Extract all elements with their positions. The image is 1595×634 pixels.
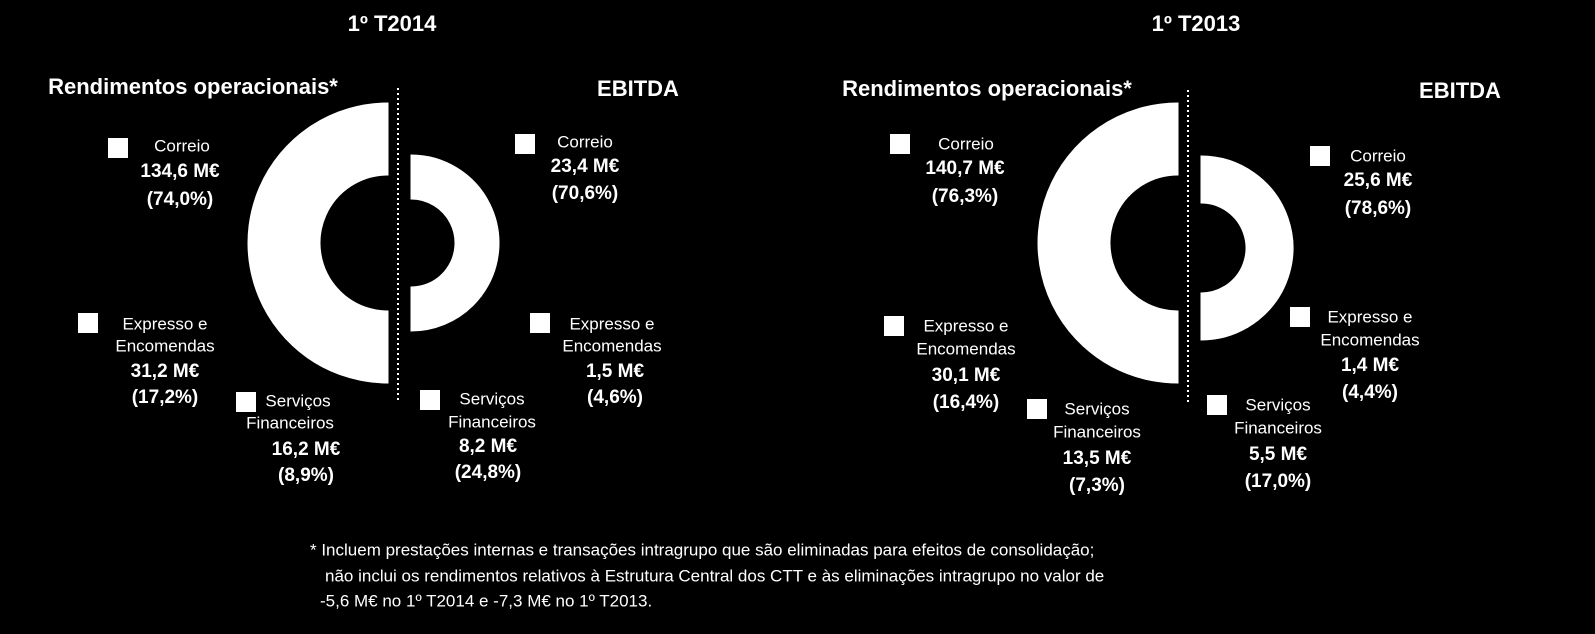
value-label: (17,0%) [1245,471,1312,492]
category-label: Expresso e [923,316,1008,335]
amount-label: 31,2 M€ [131,361,200,382]
category-label: Encomendas [1320,330,1419,349]
amount-label: 134,6 M€ [140,161,220,182]
donut-segment [247,102,389,340]
category-label: Financeiros [246,413,334,432]
value-label: (4,4%) [1342,382,1398,403]
legend-swatch [515,134,535,154]
amount-label: 30,1 M€ [932,365,1001,386]
period-title: 1º T2013 [1152,11,1241,36]
amount-label: 13,5 M€ [1063,448,1132,469]
category-label: Serviços [265,391,330,410]
legend-swatch [1290,307,1310,327]
amount-label: 5,5 M€ [1249,444,1308,465]
amount-label: 23,4 M€ [551,156,620,177]
amount-label: 1,5 M€ [586,361,645,382]
footnote: -5,6 M€ no 1º T2014 e -7,3 M€ no 1º T201… [320,591,652,610]
donut-segment [348,307,389,384]
category-label: Expresso e [122,314,207,333]
chart-title: EBITDA [1419,78,1501,103]
legend-swatch [420,390,440,410]
category-label: Encomendas [916,339,1015,358]
category-label: Expresso e [1327,307,1412,326]
legend-swatch [530,313,550,333]
legend-swatch [890,134,910,154]
chart-title: EBITDA [597,76,679,101]
footnote: * Incluem prestações internas e transaçõ… [310,540,1094,559]
legend-swatch [1310,146,1330,166]
amount-label: 1,4 M€ [1341,355,1400,376]
donut-segment [1145,308,1179,384]
amount-label: 16,2 M€ [272,439,341,460]
category-label: Financeiros [1053,422,1141,441]
amount-label: 8,2 M€ [459,436,518,457]
legend-swatch [1027,399,1047,419]
amount-label: 140,7 M€ [925,158,1005,179]
category-label: Correio [154,136,210,155]
value-label: (8,9%) [278,465,334,486]
category-label: Serviços [1064,399,1129,418]
value-label: (70,6%) [552,183,619,204]
category-label: Financeiros [448,412,536,431]
value-label: (4,6%) [587,387,643,408]
category-label: Serviços [1245,395,1310,414]
period-title: 1º T2014 [348,11,438,36]
category-label: Serviços [459,389,524,408]
category-label: Encomendas [115,336,214,355]
value-label: (7,3%) [1069,475,1125,496]
value-label: (16,4%) [933,392,1000,413]
value-label: (78,6%) [1345,198,1412,219]
value-label: (17,2%) [132,387,199,408]
category-label: Correio [1350,146,1406,165]
category-label: Financeiros [1234,418,1322,437]
donut-segment [1200,286,1249,341]
category-label: Correio [557,132,613,151]
value-label: (74,0%) [147,189,214,210]
donut-segment [410,154,500,297]
donut-segment [1200,155,1294,321]
donut-segment [410,273,474,332]
category-label: Encomendas [562,336,661,355]
amount-label: 25,6 M€ [1344,170,1413,191]
value-label: (76,3%) [932,186,999,207]
chart-title: Rendimentos operacionais* [842,76,1132,101]
chart-title: Rendimentos operacionais* [48,74,338,99]
donut-segment [1037,102,1179,347]
footnote: não inclui os rendimentos relativos à Es… [325,566,1104,585]
legend-swatch [236,392,256,412]
category-label: Expresso e [569,314,654,333]
category-label: Correio [938,134,994,153]
legend-swatch [78,313,98,333]
legend-swatch [1207,395,1227,415]
legend-swatch [884,316,904,336]
legend-swatch [108,138,128,158]
value-label: (24,8%) [455,462,522,483]
